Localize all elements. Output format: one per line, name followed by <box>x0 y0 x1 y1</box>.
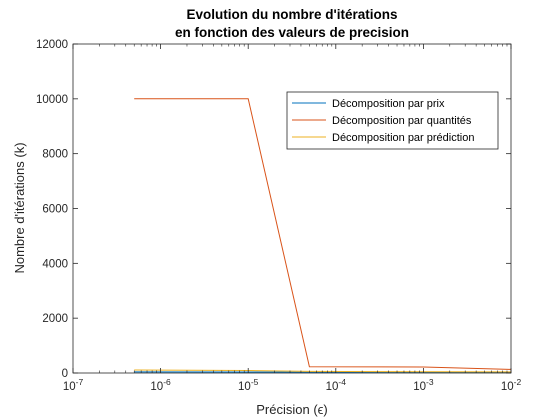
y-tick-label: 2000 <box>42 313 68 325</box>
legend: Décomposition par prix Décomposition par … <box>286 91 499 150</box>
y-tick-label: 10000 <box>36 94 68 106</box>
legend-label-1: Décomposition par prix <box>332 98 445 110</box>
y-tick-label: 0 <box>62 368 68 380</box>
legend-label-3: Décomposition par prédiction <box>332 132 474 144</box>
y-tick-label: 12000 <box>36 39 68 51</box>
x-axis-label: Précision (ϵ) <box>256 402 327 417</box>
x-tick-label: 10-2 <box>501 377 522 393</box>
y-tick-label: 4000 <box>42 258 68 270</box>
series-line-2 <box>134 98 512 370</box>
y-tick-label: 8000 <box>42 149 68 161</box>
x-tick-label: 10-6 <box>150 377 171 393</box>
x-tick-label: 10-4 <box>326 377 347 393</box>
x-tick-label: 10-5 <box>238 377 259 393</box>
x-tick-label: 10-3 <box>413 377 434 393</box>
series-layer <box>134 98 512 373</box>
legend-label-2: Décomposition par quantités <box>332 115 472 127</box>
series-line-1 <box>134 371 512 373</box>
chart-title-line-2: en fonction des valeurs de precision <box>175 25 409 40</box>
x-tick-label: 10-7 <box>63 377 84 393</box>
y-axis-label: Nombre d'itérations (k) <box>12 142 27 273</box>
chart-title-line-1: Evolution du nombre d'itérations <box>187 7 398 22</box>
ticks-layer: 10-7 10-6 10-5 10-4 10-3 10-2 0 2000 4000 6000 800… <box>36 39 521 393</box>
series-line-3 <box>134 369 512 373</box>
y-tick-label: 6000 <box>42 204 68 216</box>
